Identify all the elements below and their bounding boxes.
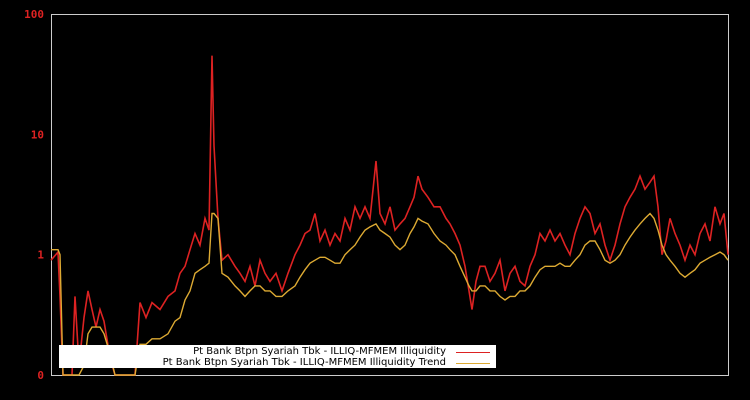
series-illiquidity-line [50, 55, 729, 376]
series-layer [50, 55, 729, 376]
y-tick-label: 0 [37, 369, 44, 382]
legend-label-illiquidity: Pt Bank Btpn Syariah Tbk - ILLIQ-MFMEM I… [193, 346, 446, 357]
y-tick-label: 1 [37, 249, 44, 262]
legend-label-illiquidity-trend: Pt Bank Btpn Syariah Tbk - ILLIQ-MFMEM I… [162, 357, 446, 368]
series-illiquidity-trend-line [51, 212, 729, 376]
y-tick-label: 10 [31, 128, 44, 141]
y-tick-label: 100 [24, 8, 44, 21]
legend-swatch-illiquidity-trend [456, 363, 490, 364]
legend: Pt Bank Btpn Syariah Tbk - ILLIQ-MFMEM I… [59, 345, 496, 368]
legend-swatch-illiquidity [456, 352, 490, 353]
plot-frame [51, 14, 729, 376]
